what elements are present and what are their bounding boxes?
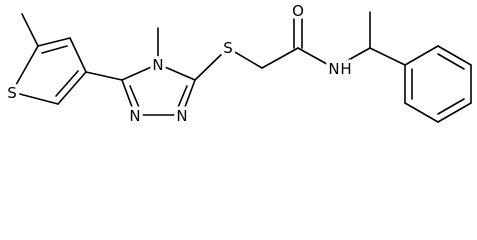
bonds (11, 11, 472, 123)
bond (21, 13, 39, 47)
bond (437, 98, 465, 115)
bond (261, 47, 299, 69)
bond (227, 47, 263, 69)
atom-label: O (292, 2, 304, 20)
bond (157, 63, 196, 81)
bond (11, 45, 39, 93)
atom-label: H (340, 60, 351, 78)
bond (121, 63, 159, 81)
bond (129, 85, 142, 113)
bond (37, 37, 71, 47)
atom-label: S (223, 39, 233, 57)
bond (437, 45, 472, 66)
bond (85, 71, 123, 81)
atom-label: N (328, 60, 339, 78)
bond (437, 53, 465, 70)
bond (175, 85, 188, 113)
atom-label: N (129, 107, 140, 125)
bond (57, 71, 87, 105)
bond (404, 102, 439, 123)
bond (194, 47, 229, 81)
bond (121, 79, 136, 116)
bond (437, 102, 472, 123)
bond (41, 45, 68, 54)
atom-label: N (152, 56, 163, 74)
bond (11, 91, 59, 105)
bond (55, 70, 79, 97)
bond (404, 45, 439, 66)
atom-label: N (176, 107, 187, 125)
atom-labels: S N N N S O N H (4, 0, 355, 129)
atom-label: S (7, 84, 17, 102)
bond (369, 47, 406, 66)
bond (69, 37, 87, 73)
bond (297, 47, 335, 69)
bond (181, 79, 196, 116)
bond (333, 47, 371, 69)
molecule-diagram: S N N N S O N H (4, 0, 472, 129)
